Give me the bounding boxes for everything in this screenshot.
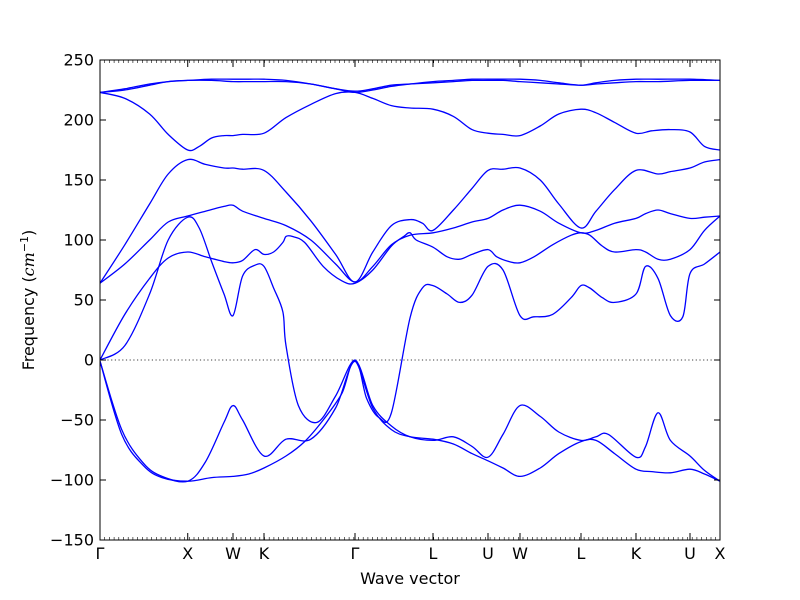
band-line-9: [100, 78, 720, 94]
series-group: [100, 78, 720, 483]
y-tick-label: −100: [50, 471, 94, 490]
y-axis-label-suffix: ): [19, 230, 38, 236]
y-tick-label: 0: [84, 351, 94, 370]
x-tick-label: X: [715, 544, 726, 563]
y-axis-label-exponent: −1: [18, 236, 31, 252]
y-axis-label-unit: cm: [19, 252, 38, 276]
x-tick-label: U: [684, 544, 696, 563]
band-line-4: [100, 216, 720, 424]
x-tick-label: Γ: [351, 544, 360, 563]
y-tick-label: −150: [50, 531, 94, 550]
y-axis: −150 −100 −50 0 50 100 150 200 250: [50, 51, 720, 550]
band-line-6: [100, 158, 720, 284]
x-tick-label: W: [225, 544, 241, 563]
y-tick-label: 250: [63, 51, 94, 70]
y-axis-label-prefix: Frequency (: [19, 276, 38, 370]
x-tick-label: X: [182, 544, 193, 563]
band-line-3: [100, 215, 720, 361]
y-tick-label: −50: [60, 411, 94, 430]
band-line-2: [100, 360, 720, 483]
x-tick-label: U: [482, 544, 494, 563]
x-tick-label: L: [429, 544, 438, 563]
plot-background: [100, 60, 720, 540]
y-tick-label: 200: [63, 111, 94, 130]
x-axis-label: Wave vector: [360, 569, 460, 588]
y-tick-label: 150: [63, 171, 94, 190]
x-tick-label: W: [512, 544, 528, 563]
y-tick-label: 50: [74, 291, 94, 310]
y-axis-label: Frequency (cm−1): [18, 230, 38, 371]
band-line-5: [100, 204, 720, 284]
x-tick-label: K: [259, 544, 270, 563]
band-line-1: [100, 360, 720, 482]
x-tick-label: K: [631, 544, 642, 563]
y-tick-label: 100: [63, 231, 94, 250]
x-tick-label: L: [577, 544, 586, 563]
band-line-7: [100, 91, 720, 152]
x-tick-label: Γ: [96, 544, 105, 563]
